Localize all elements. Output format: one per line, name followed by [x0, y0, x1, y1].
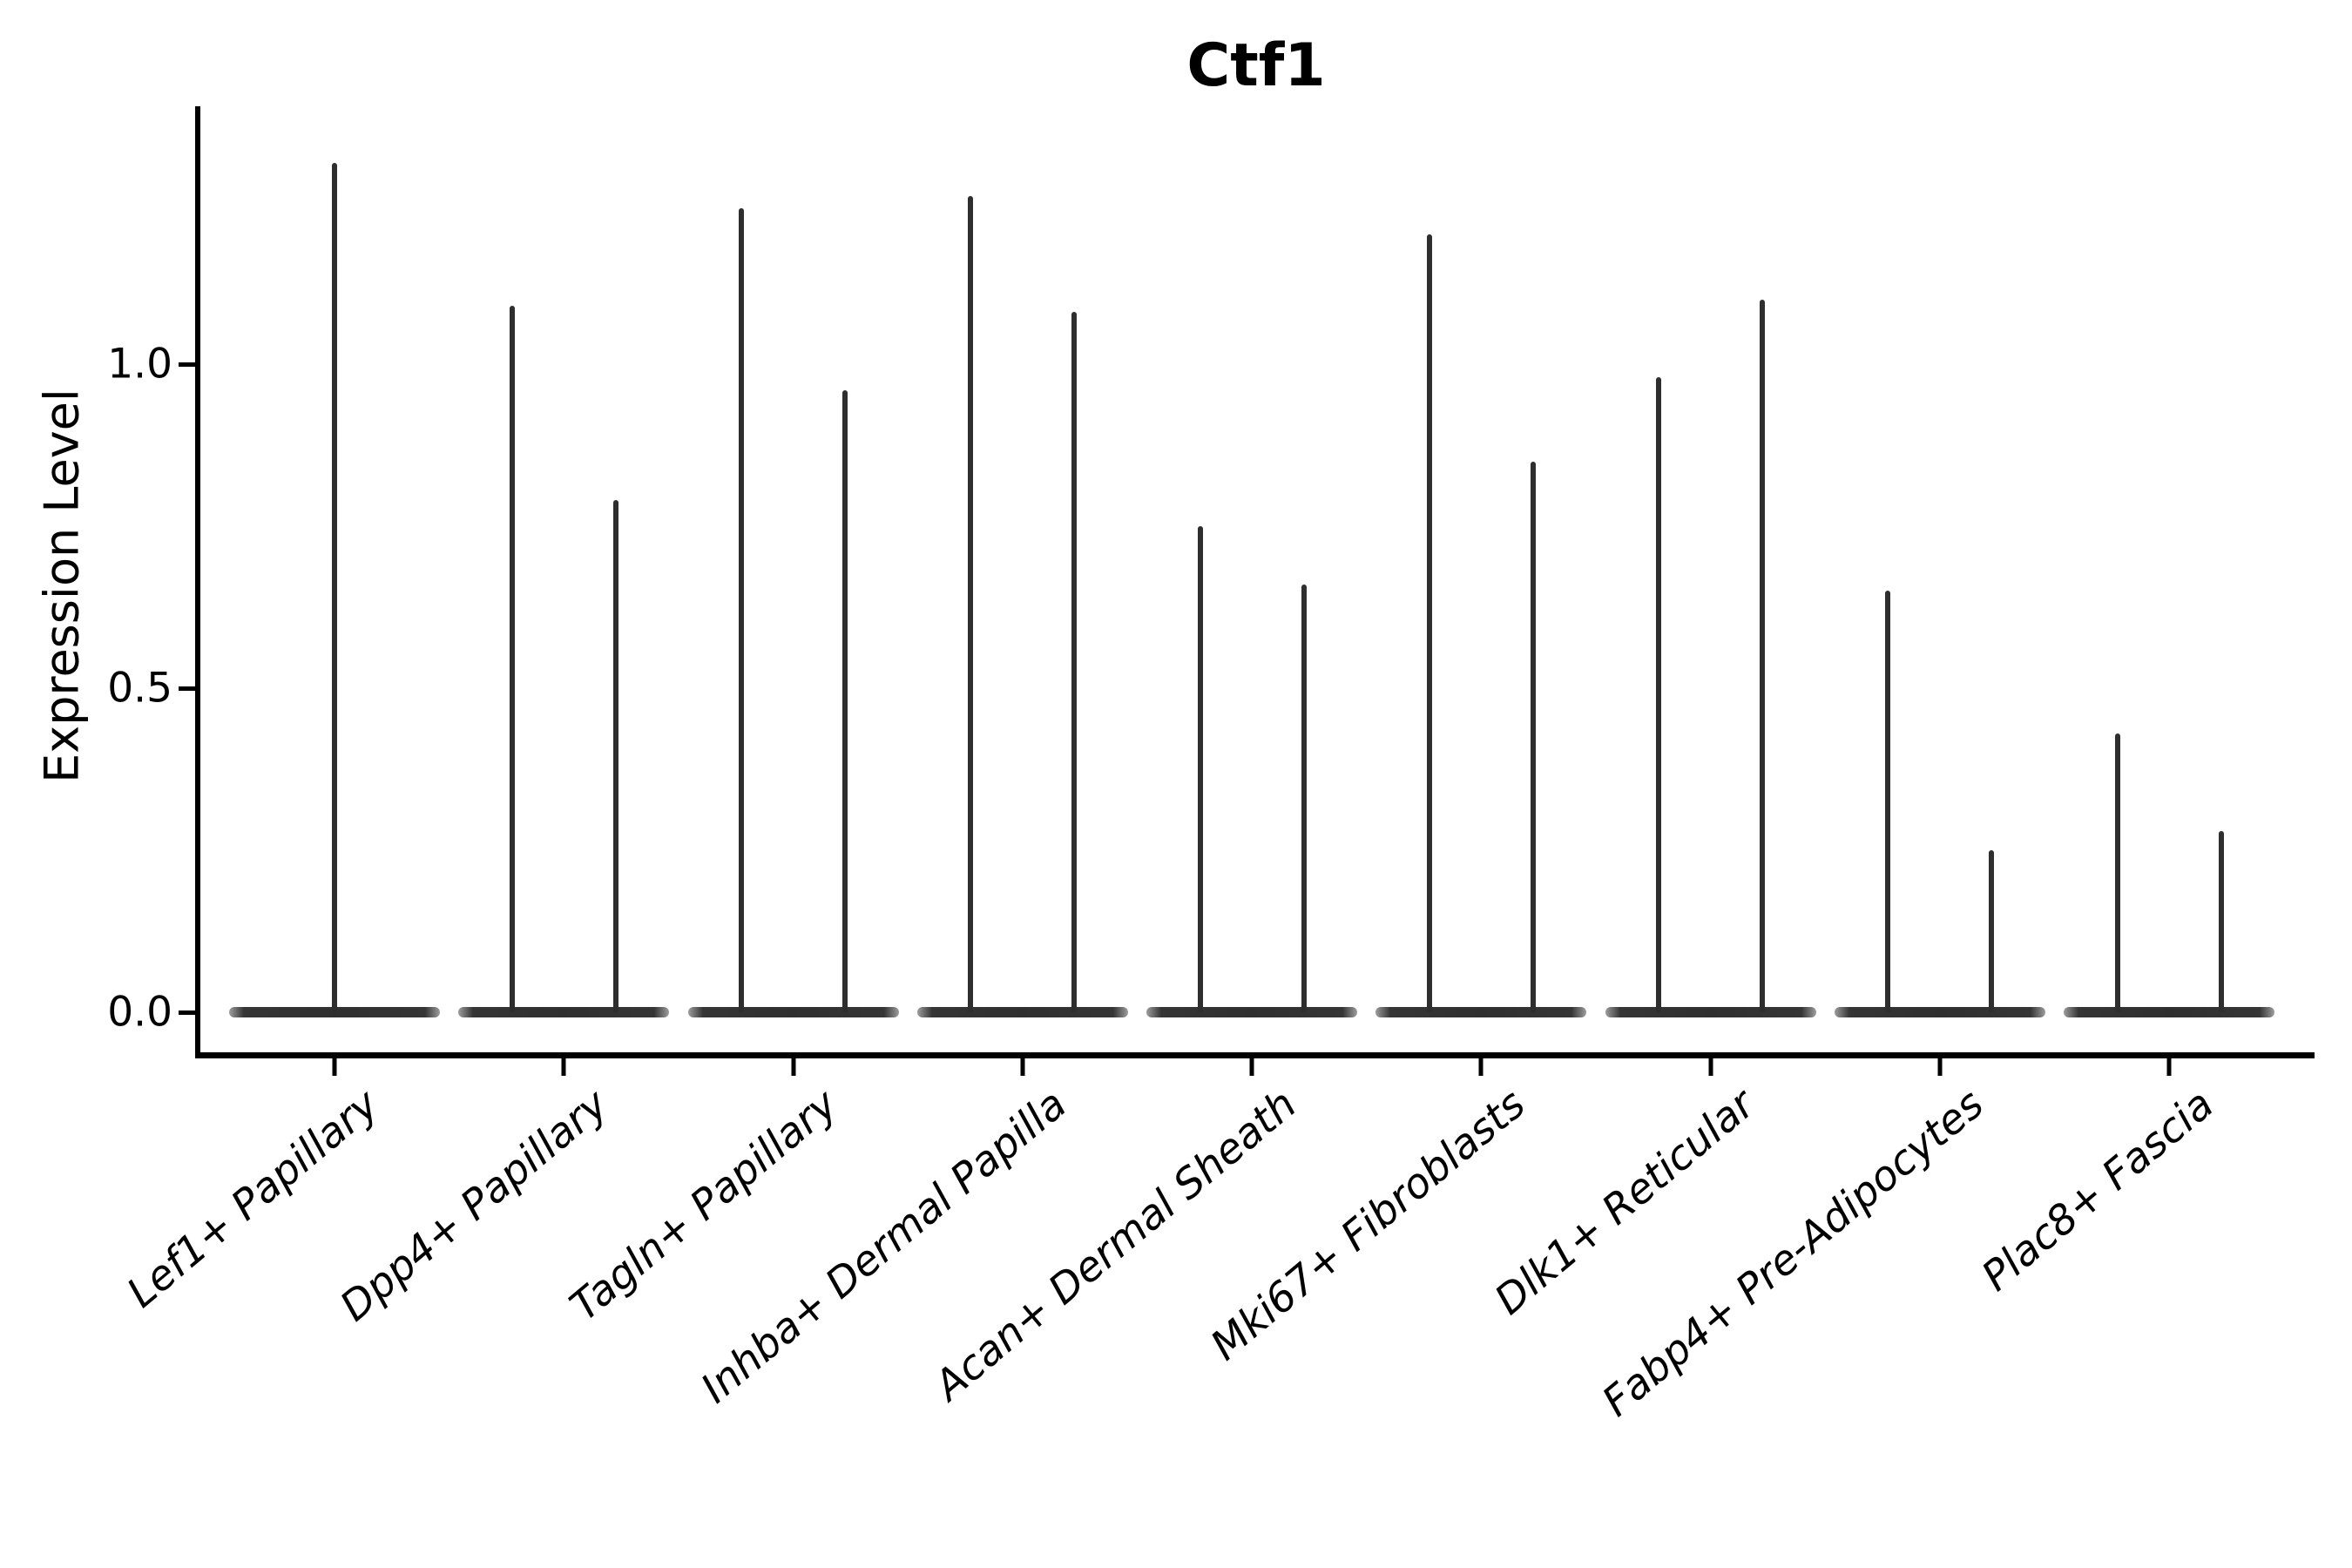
- violin-base-disk: [1834, 1007, 2045, 1017]
- y-tick-label: 0.0: [107, 988, 172, 1037]
- y-tick-mark: [179, 1010, 196, 1015]
- violin-max-spike: [1426, 234, 1432, 1012]
- violin-base-disk: [916, 1007, 1128, 1017]
- violin-max-spike: [842, 389, 848, 1012]
- violin-max-spike: [509, 306, 515, 1012]
- violin-base-disk: [687, 1007, 899, 1017]
- violin-max-spike: [1071, 312, 1078, 1012]
- x-tick-mark: [2166, 1058, 2172, 1076]
- violin-base-disk: [229, 1007, 440, 1017]
- y-axis-spine: [195, 106, 200, 1058]
- x-tick-label: Acan+ Dermal Sheath: [924, 1080, 1306, 1410]
- violin-max-spike: [1656, 376, 1661, 1012]
- violin-max-spike: [1885, 591, 1891, 1012]
- x-tick-label: Plac8+ Fascia: [1972, 1080, 2223, 1301]
- violin-base-disk: [2064, 1007, 2274, 1017]
- violin-max-spike: [332, 163, 337, 1012]
- violin-max-spike: [2218, 830, 2224, 1012]
- violin-base-disk: [1146, 1007, 1357, 1017]
- violin-base-disk: [1375, 1007, 1587, 1017]
- violin-max-spike: [739, 208, 744, 1012]
- x-tick-mark: [1478, 1058, 1484, 1076]
- violin-base-disk: [1605, 1007, 1816, 1017]
- violin-base-disk: [458, 1007, 670, 1017]
- violin-max-spike: [1197, 526, 1203, 1012]
- y-tick-mark: [179, 686, 196, 691]
- x-axis-spine: [195, 1052, 2315, 1058]
- x-tick-mark: [1020, 1058, 1025, 1076]
- violin-max-spike: [968, 195, 974, 1012]
- violin-max-spike: [2114, 733, 2120, 1012]
- x-tick-mark: [332, 1058, 337, 1076]
- violin-max-spike: [1989, 850, 1995, 1012]
- x-tick-mark: [1249, 1058, 1254, 1076]
- x-tick-mark: [791, 1058, 795, 1076]
- x-tick-label: Fabp4+ Pre-Adipocytes: [1593, 1080, 1994, 1427]
- violin-max-spike: [1530, 461, 1536, 1012]
- x-tick-label: Inhba+ Dermal Papilla: [692, 1080, 1077, 1413]
- chart-title: Ctf1: [1186, 31, 1326, 100]
- violin-max-spike: [612, 500, 618, 1012]
- x-tick-mark: [1708, 1058, 1713, 1076]
- x-tick-mark: [1937, 1058, 1943, 1076]
- y-tick-label: 0.5: [107, 664, 172, 713]
- violin-max-spike: [1301, 584, 1307, 1012]
- y-tick-label: 1.0: [107, 340, 172, 389]
- y-tick-mark: [179, 362, 196, 367]
- violin-max-spike: [1760, 299, 1765, 1012]
- x-tick-mark: [561, 1058, 566, 1076]
